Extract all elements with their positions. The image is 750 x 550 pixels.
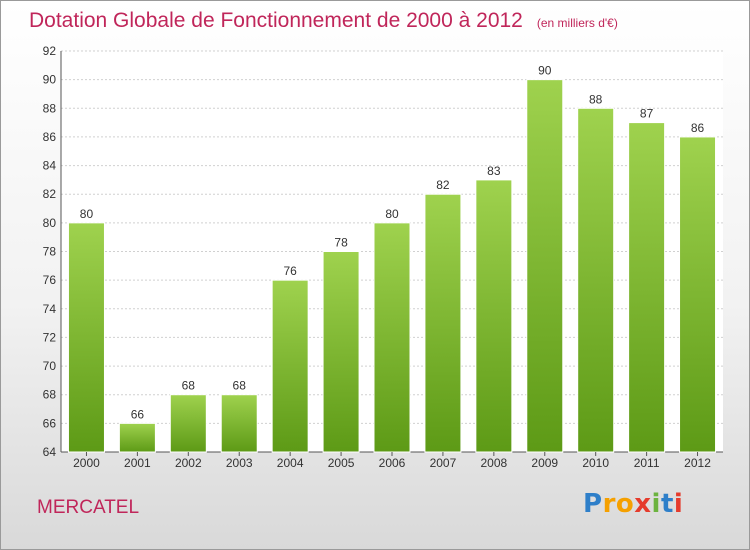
bar-value-label: 66 [131,407,145,421]
bar [271,279,309,453]
y-tick-label: 92 [43,44,57,58]
bar-value-label: 82 [436,178,450,192]
y-tick-label: 88 [43,101,57,115]
chart-title: Dotation Globale de Fonctionnement de 20… [29,9,618,33]
y-tick-label: 80 [43,216,57,230]
x-tick-label: 2011 [634,456,660,470]
y-tick-label: 78 [43,245,57,259]
logo-letter: r [602,489,616,519]
x-tick-label: 2007 [430,456,457,470]
bar [373,222,411,453]
bar-value-label: 80 [80,207,94,221]
logo-letter: i [673,489,684,519]
y-tick-label: 66 [43,416,57,430]
logo-letter: o [615,489,635,519]
bar-value-label: 87 [640,107,654,121]
bar-value-label: 86 [691,121,705,135]
bar [526,79,564,453]
y-tick-label: 76 [43,273,57,287]
y-tick-label: 82 [43,187,57,201]
bar-value-label: 80 [385,207,399,221]
bar-value-label: 68 [233,379,247,393]
x-tick-label: 2006 [379,456,406,470]
bar-value-label: 76 [283,264,297,278]
x-tick-label: 2002 [175,456,202,470]
logo-letter: t [660,489,674,519]
bar-value-label: 88 [589,92,603,106]
chart-unit: (en milliers d'€) [536,16,618,30]
bar [577,107,615,453]
x-tick-label: 2005 [328,456,355,470]
y-tick-label: 64 [43,445,57,459]
y-tick-label: 68 [43,388,57,402]
logo-letter: x [634,489,652,519]
y-tick-label: 86 [43,130,57,144]
bar [169,394,207,453]
bar [322,251,360,453]
x-tick-label: 2009 [531,456,558,470]
y-tick-label: 72 [43,330,57,344]
y-tick-label: 70 [43,359,57,373]
bar-value-label: 68 [182,379,196,393]
logo-letter: i [651,489,661,519]
bar [679,136,717,453]
bar-value-label: 78 [334,236,348,250]
y-tick-label: 74 [43,302,57,316]
bar [628,122,666,453]
bar [475,179,513,453]
logo-letter: P [583,489,603,519]
proxiti-logo: Proxiti [583,489,683,519]
x-tick-label: 2012 [684,456,711,470]
y-tick-label: 90 [43,73,57,87]
chart-title-text: Dotation Globale de Fonctionnement de 20… [29,9,523,32]
bar [118,422,156,453]
x-tick-label: 2008 [480,456,507,470]
x-tick-label: 2001 [124,456,151,470]
bar-value-label: 90 [538,64,552,78]
x-tick-label: 2000 [73,456,100,470]
bar [67,222,105,453]
bar [424,193,462,453]
x-tick-label: 2010 [582,456,609,470]
bar-value-label: 83 [487,164,501,178]
y-tick-label: 84 [43,159,57,173]
location-name: MERCATEL [37,497,140,518]
x-tick-label: 2003 [226,456,253,470]
bar [220,394,258,453]
x-tick-label: 2004 [277,456,304,470]
